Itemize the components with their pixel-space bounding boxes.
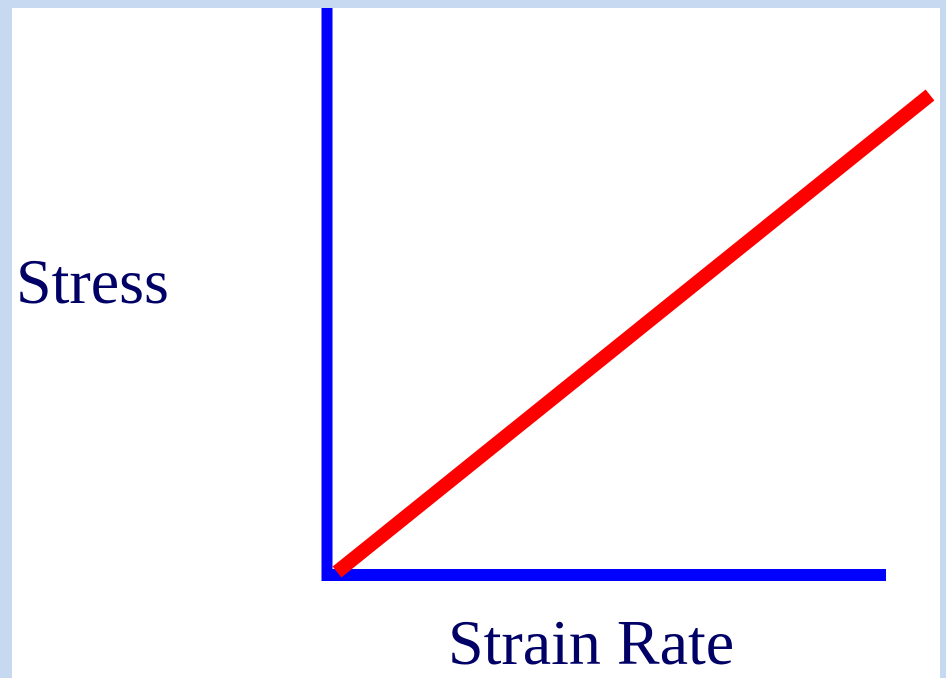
stress-line xyxy=(332,89,935,578)
y-axis-label: Stress xyxy=(16,246,169,317)
panel xyxy=(12,8,940,678)
x-axis-label: Strain Rate xyxy=(448,607,734,678)
